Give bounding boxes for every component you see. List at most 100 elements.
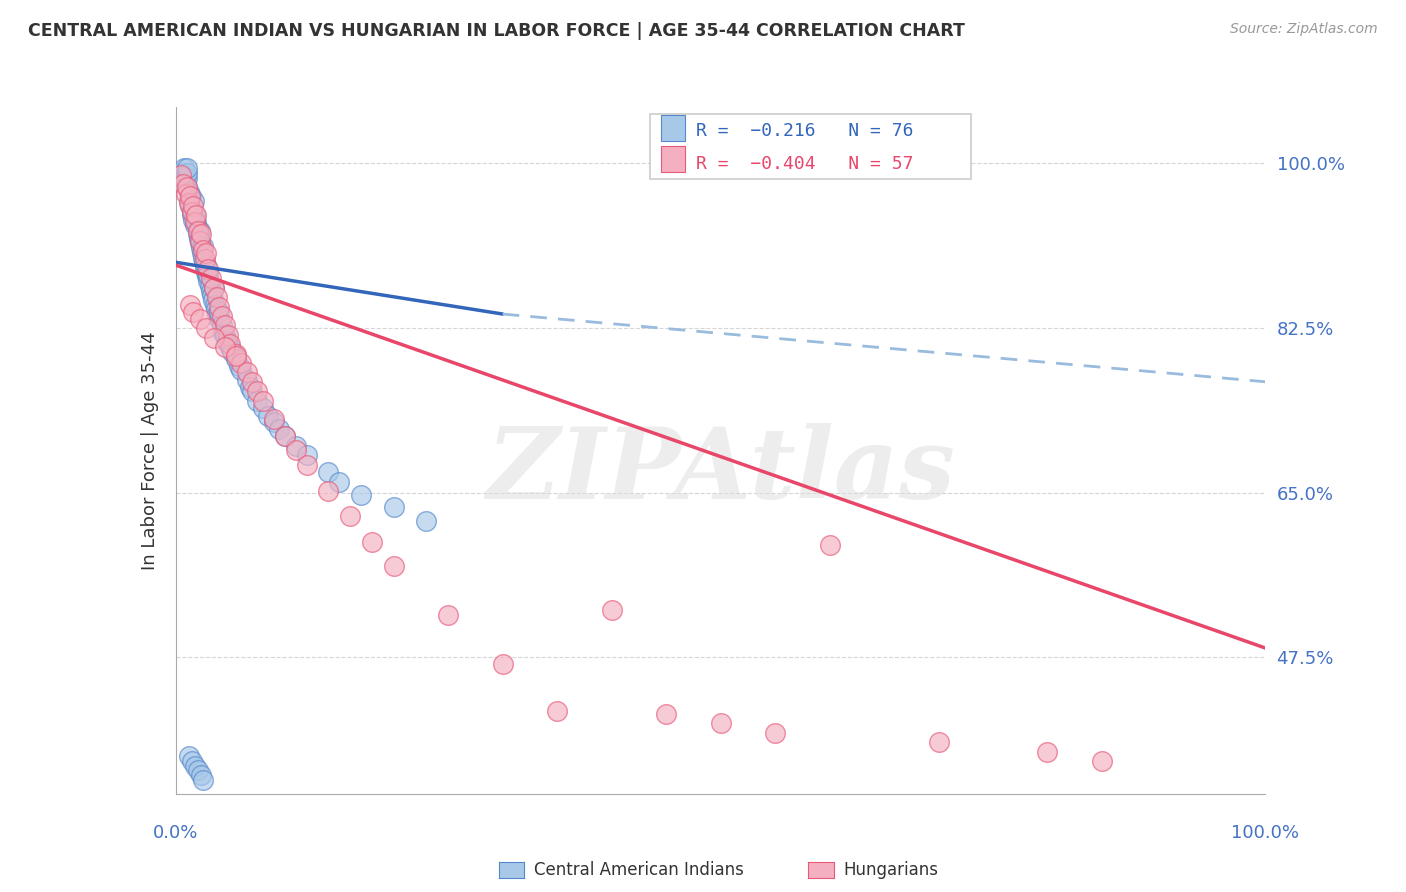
Point [186,224,209,238]
Point [1091,754,1114,768]
Point [263,412,285,426]
Point [208,305,231,319]
Point [191,243,214,257]
Text: R =  −0.216   N = 76: R = −0.216 N = 76 [696,122,912,140]
Point [191,239,214,253]
Point [382,559,405,574]
Point [437,608,460,623]
Point [263,415,285,429]
Point [225,352,247,367]
Point [183,194,205,208]
Point [235,373,257,387]
Point [221,344,243,359]
Point [198,278,221,293]
Point [197,261,219,276]
Point [181,213,204,227]
Point [177,185,200,199]
Point [318,465,340,479]
Y-axis label: In Labor Force | Age 35-44: In Labor Force | Age 35-44 [141,331,159,570]
Text: CENTRAL AMERICAN INDIAN VS HUNGARIAN IN LABOR FORCE | AGE 35-44 CORRELATION CHAR: CENTRAL AMERICAN INDIAN VS HUNGARIAN IN … [28,22,965,40]
Point [205,307,228,321]
Point [176,161,198,176]
Point [186,227,209,241]
Point [928,735,950,749]
Point [763,725,786,739]
Point [190,768,212,782]
Point [240,384,263,399]
Point [818,537,841,551]
Point [174,175,197,189]
Point [235,365,257,379]
Text: ZIPAtlas: ZIPAtlas [486,423,955,519]
Point [197,274,219,288]
Point [194,261,217,276]
Point [211,309,233,323]
Point [186,222,209,236]
Point [219,340,242,354]
Point [655,706,678,721]
Point [170,166,193,180]
Point [177,196,200,211]
Point [179,199,201,213]
Point [205,302,228,317]
Point [318,483,340,498]
Point [205,290,228,304]
Point [201,293,224,307]
Point [208,300,231,314]
Point [179,189,201,203]
Point [187,232,209,246]
Point [188,234,211,248]
Point [252,393,274,408]
Point [184,758,207,772]
Point [328,475,350,489]
Point [190,241,212,255]
Text: Central American Indians: Central American Indians [534,861,744,879]
Text: Source: ZipAtlas.com: Source: ZipAtlas.com [1230,22,1378,37]
Point [177,749,200,764]
Point [181,205,204,219]
Point [600,603,623,617]
Point [190,227,212,241]
Point [173,161,195,176]
Point [239,380,262,394]
Point [215,335,238,350]
Text: Hungarians: Hungarians [844,861,939,879]
Point [202,281,225,295]
Point [184,215,207,229]
Point [546,704,568,718]
Point [172,177,194,191]
Text: R =  −0.404   N = 57: R = −0.404 N = 57 [696,155,912,173]
Point [184,218,207,232]
Point [195,321,218,335]
Point [202,330,225,344]
Point [252,401,274,416]
Point [214,340,236,354]
Text: 0.0%: 0.0% [153,824,198,842]
Point [201,288,224,302]
Point [184,208,207,222]
Point [194,252,217,267]
Point [202,281,225,295]
Point [228,359,250,373]
Point [710,716,733,731]
Point [181,305,204,319]
Point [186,215,208,229]
Point [176,166,198,180]
Point [492,657,515,671]
Point [181,208,204,222]
Text: 100.0%: 100.0% [1232,824,1299,842]
Point [295,458,318,472]
Point [284,443,307,458]
Point [188,311,211,326]
Point [188,224,211,238]
Point [225,346,247,360]
Point [179,298,201,312]
Point [176,180,198,194]
Point [246,393,269,408]
Point [195,258,218,272]
Point [176,180,198,194]
Point [360,534,382,549]
Point [214,318,236,333]
Point [188,236,211,251]
Point [1036,745,1059,759]
